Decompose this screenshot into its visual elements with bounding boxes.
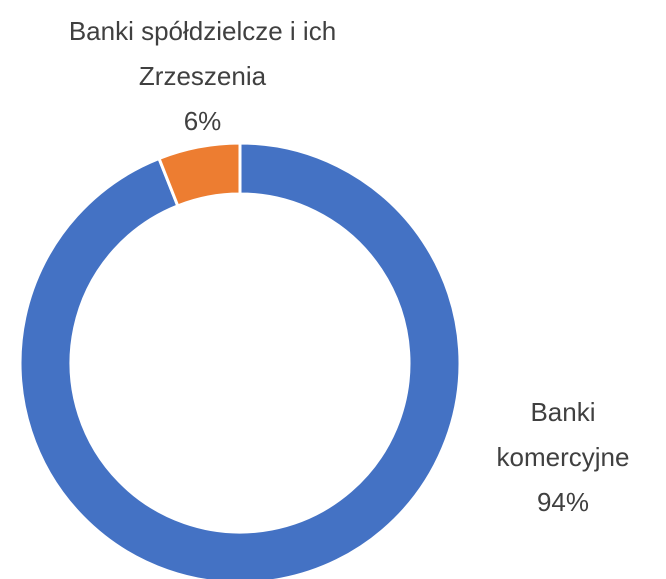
slice — [18, 141, 462, 579]
slice — [157, 141, 242, 208]
value-label: 6% — [183, 106, 222, 136]
data-label: Banki spółdzielcze i ich Zrzeszenia 6% — [60, 9, 345, 144]
value-label: 94% — [536, 487, 590, 517]
data-label: Banki komercyjne 94% — [488, 390, 638, 525]
category-label: Banki komercyjne — [496, 397, 630, 472]
category-label: Banki spółdzielcze i ich Zrzeszenia — [68, 16, 337, 91]
